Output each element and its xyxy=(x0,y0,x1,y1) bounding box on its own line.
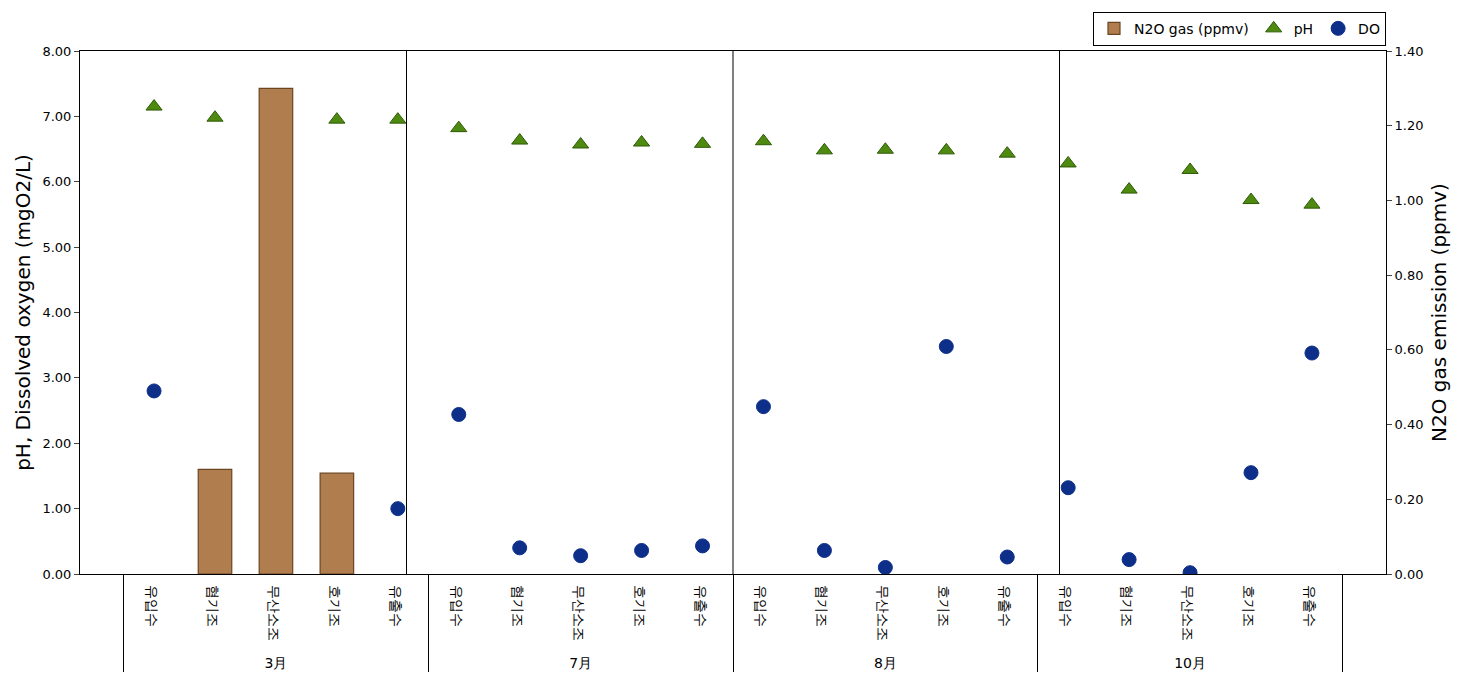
svg-text:N2O gas (ppmv): N2O gas (ppmv) xyxy=(1134,21,1249,37)
svg-text:4.00: 4.00 xyxy=(42,305,71,320)
svg-text:1.20: 1.20 xyxy=(1395,118,1424,133)
svg-text:7月: 7月 xyxy=(569,655,592,671)
svg-text:호기조: 호기조 xyxy=(632,585,648,627)
svg-text:유입수: 유입수 xyxy=(753,585,769,627)
svg-text:호기조: 호기조 xyxy=(327,585,343,627)
svg-text:유출수: 유출수 xyxy=(1302,585,1318,627)
svg-text:혐기조: 혐기조 xyxy=(1119,585,1135,627)
svg-text:호기조: 호기조 xyxy=(1241,585,1257,627)
svg-text:8.00: 8.00 xyxy=(42,44,71,59)
svg-text:pH: pH xyxy=(1294,21,1313,37)
svg-text:8月: 8月 xyxy=(874,655,897,671)
svg-text:0.60: 0.60 xyxy=(1395,342,1424,357)
svg-text:호기조: 호기조 xyxy=(936,585,952,627)
svg-text:0.40: 0.40 xyxy=(1395,417,1424,432)
svg-text:0.20: 0.20 xyxy=(1395,492,1424,507)
svg-text:유입수: 유입수 xyxy=(144,585,160,627)
svg-text:0.00: 0.00 xyxy=(1395,567,1424,582)
svg-text:3.00: 3.00 xyxy=(42,370,71,385)
svg-text:1.00: 1.00 xyxy=(1395,193,1424,208)
svg-text:유출수: 유출수 xyxy=(388,585,404,627)
svg-text:무산소조: 무산소조 xyxy=(266,585,282,641)
svg-text:혐기조: 혐기조 xyxy=(510,585,526,627)
svg-text:10月: 10月 xyxy=(1174,655,1206,671)
svg-text:7.00: 7.00 xyxy=(42,109,71,124)
svg-text:유출수: 유출수 xyxy=(997,585,1013,627)
svg-text:0.80: 0.80 xyxy=(1395,268,1424,283)
svg-text:6.00: 6.00 xyxy=(42,174,71,189)
svg-text:혐기조: 혐기조 xyxy=(814,585,830,627)
svg-text:혐기조: 혐기조 xyxy=(205,585,221,627)
svg-text:유출수: 유출수 xyxy=(693,585,709,627)
svg-text:1.00: 1.00 xyxy=(42,501,71,516)
svg-text:유입수: 유입수 xyxy=(449,585,465,627)
svg-text:pH, Dissolved oxygen (mgO2/L): pH, Dissolved oxygen (mgO2/L) xyxy=(11,154,35,471)
svg-text:1.40: 1.40 xyxy=(1395,44,1424,59)
svg-text:DO: DO xyxy=(1358,21,1380,37)
svg-text:무산소조: 무산소조 xyxy=(571,585,587,641)
svg-text:5.00: 5.00 xyxy=(42,240,71,255)
svg-text:무산소조: 무산소조 xyxy=(1180,585,1196,641)
svg-text:N2O gas emission (ppmv): N2O gas emission (ppmv) xyxy=(1427,183,1451,442)
svg-text:3月: 3月 xyxy=(264,655,287,671)
svg-text:2.00: 2.00 xyxy=(42,436,71,451)
svg-text:무산소조: 무산소조 xyxy=(875,585,891,641)
svg-text:유입수: 유입수 xyxy=(1058,585,1074,627)
svg-text:0.00: 0.00 xyxy=(42,567,71,582)
